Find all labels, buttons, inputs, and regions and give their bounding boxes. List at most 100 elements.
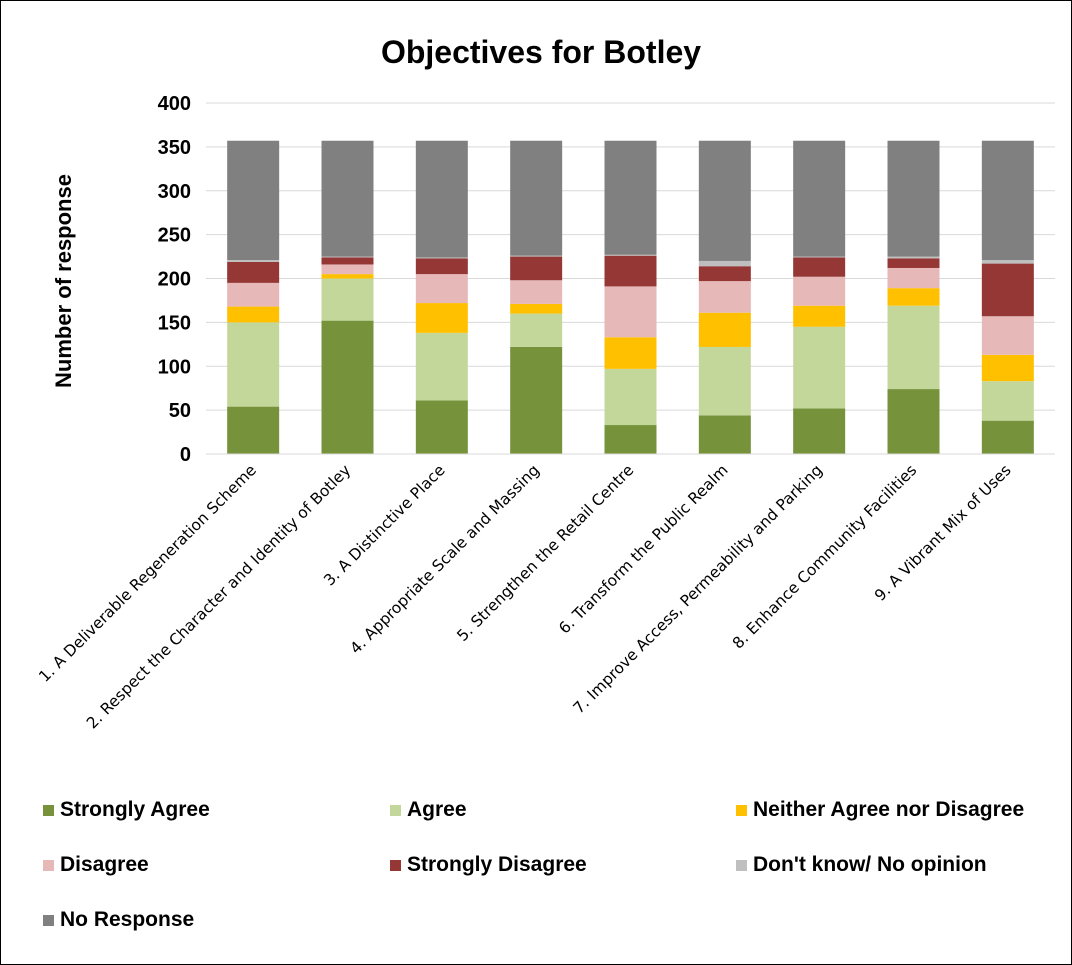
bar-segment: [321, 140, 374, 257]
bar-segment: [887, 258, 940, 268]
bar-segment: [887, 256, 940, 259]
bar-segment: [604, 286, 657, 338]
legend-label: Strongly Disagree: [407, 853, 587, 876]
bar-segment: [321, 257, 374, 265]
bar-segment: [981, 354, 1034, 382]
bar-segment: [887, 267, 940, 289]
bars: [227, 140, 1034, 454]
legend-label: Agree: [407, 798, 467, 821]
bar-segment: [887, 389, 940, 454]
bar-segment: [415, 303, 468, 333]
legend-swatch: [736, 805, 747, 816]
bar-segment: [981, 420, 1034, 454]
chart-title: Objectives for Botley: [381, 34, 701, 70]
bar-segment: [227, 306, 280, 323]
bar-segment: [415, 257, 468, 259]
y-axis-ticks: 0 50 100 150 200 250 300 350 400: [158, 93, 191, 466]
bar-segment: [510, 140, 563, 256]
y-tick-label: 0: [180, 444, 191, 466]
bar-segment: [981, 260, 1034, 264]
x-tick-label: 8. Enhance Community Facilities: [729, 461, 920, 652]
bar-segment: [604, 425, 657, 454]
bar-segment: [793, 256, 846, 258]
bar-segment: [981, 316, 1034, 355]
legend-label: Disagree: [60, 853, 149, 876]
bar-segment: [698, 281, 751, 313]
legend-swatch: [43, 915, 54, 926]
bar-segment: [887, 140, 940, 257]
bar-segment: [793, 257, 846, 277]
bar-segment: [887, 288, 940, 306]
bar-segment: [321, 320, 374, 454]
legend: Strongly Agree Agree Neither Agree nor Dis…: [43, 798, 1024, 931]
legend-item: Strongly Agree: [43, 798, 210, 821]
legend-item: Agree: [390, 798, 467, 821]
legend-label: Strongly Agree: [60, 798, 210, 821]
legend-item: Neither Agree nor Disagree: [736, 798, 1024, 821]
y-tick-label: 300: [158, 181, 191, 203]
bar-segment: [227, 282, 280, 307]
bar-segment: [604, 255, 657, 287]
bar-segment: [698, 346, 751, 416]
bar-segment: [793, 276, 846, 306]
legend-swatch: [736, 860, 747, 871]
bar-segment: [321, 264, 374, 275]
y-tick-label: 50: [169, 400, 191, 422]
bar-segment: [415, 140, 468, 258]
legend-item: Strongly Disagree: [390, 853, 587, 876]
bar-segment: [415, 258, 468, 275]
x-tick-label: 1. A Deliverable Regeneration Scheme: [35, 461, 260, 686]
y-tick-label: 250: [158, 225, 191, 247]
bar-segment: [321, 278, 374, 321]
bar-segment: [981, 140, 1034, 261]
bar-segment: [981, 381, 1034, 421]
bar-segment: [227, 322, 280, 407]
legend-label: Neither Agree nor Disagree: [753, 798, 1024, 821]
bar-segment: [604, 254, 657, 256]
legend-swatch: [390, 805, 401, 816]
bar-segment: [793, 408, 846, 454]
bar-segment: [510, 313, 563, 347]
y-tick-label: 400: [158, 93, 191, 115]
bar-segment: [227, 406, 280, 454]
bar-segment: [415, 274, 468, 304]
bar-segment: [981, 263, 1034, 317]
bar-segment: [510, 256, 563, 281]
bar-segment: [415, 400, 468, 454]
legend-item: No Response: [43, 908, 194, 931]
bar-segment: [604, 337, 657, 369]
bar-segment: [698, 415, 751, 454]
bar-segment: [510, 255, 563, 257]
legend-item: Disagree: [43, 853, 149, 876]
y-tick-label: 100: [158, 356, 191, 378]
bar-segment: [510, 303, 563, 314]
x-tick-label: 5. Strengthen the Retail Centre: [454, 461, 638, 645]
bar-segment: [227, 140, 280, 261]
bar-segment: [793, 326, 846, 409]
bar-segment: [604, 368, 657, 426]
bar-segment: [415, 332, 468, 401]
bar-segment: [604, 140, 657, 255]
legend-swatch: [43, 860, 54, 871]
bar-segment: [510, 280, 563, 304]
bar-segment: [321, 256, 374, 258]
x-tick-label: 6. Transform the Public Realm: [555, 461, 731, 637]
legend-swatch: [43, 805, 54, 816]
bar-segment: [793, 305, 846, 327]
bar-segment: [227, 260, 280, 262]
legend-label: Don't know/ No opinion: [753, 853, 987, 876]
x-tick-label: 4. Appropriate Scale and Massing: [347, 461, 543, 657]
bar-segment: [698, 312, 751, 347]
bar-segment: [227, 261, 280, 283]
y-tick-label: 200: [158, 269, 191, 291]
bar-segment: [698, 266, 751, 282]
bar-segment: [887, 305, 940, 390]
y-tick-label: 150: [158, 312, 191, 334]
y-axis-label: Number of response: [51, 174, 76, 388]
bar-segment: [698, 140, 751, 261]
legend-item: Don't know/ No opinion: [736, 853, 987, 876]
bar-segment: [793, 140, 846, 257]
